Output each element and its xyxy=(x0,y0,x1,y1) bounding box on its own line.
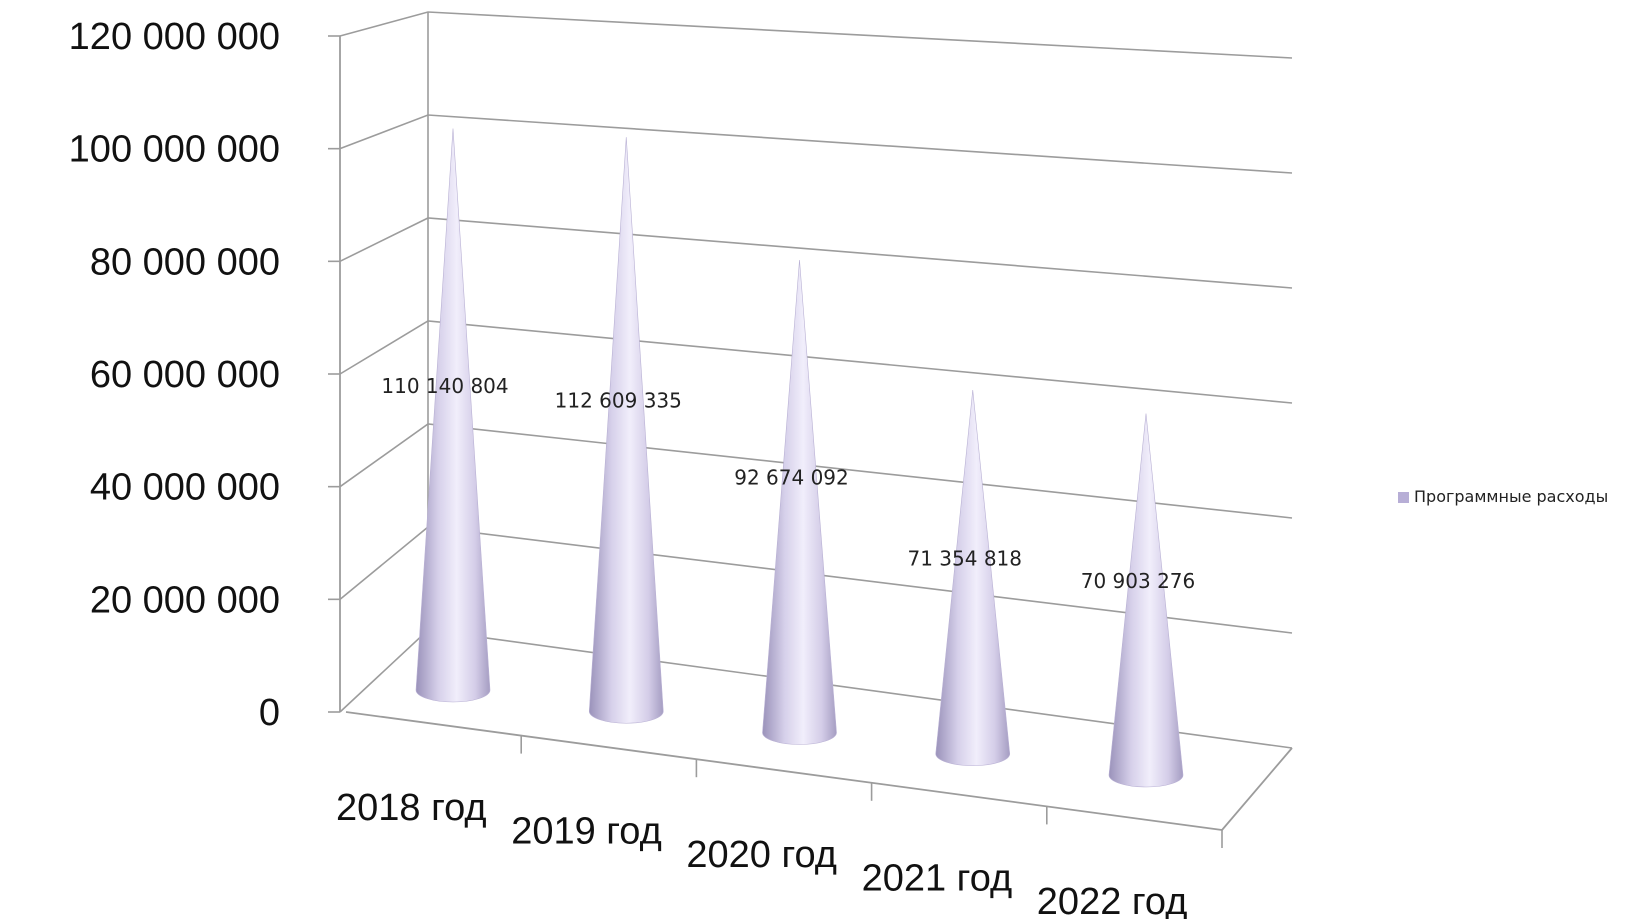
cone-mark xyxy=(935,389,1011,767)
y-tick-label: 80 000 000 xyxy=(90,241,280,283)
data-labels: 110 140 804 112 609 335 92 674 092 71 354 8… xyxy=(381,374,1195,593)
data-label: 112 609 335 xyxy=(555,388,682,412)
y-tick-label: 100 000 000 xyxy=(69,129,280,171)
gridline xyxy=(339,217,1293,289)
gridline xyxy=(339,114,1293,174)
cone-body xyxy=(588,137,664,724)
y-tick-label: 20 000 000 xyxy=(90,579,280,621)
data-label: 92 674 092 xyxy=(734,466,849,490)
data-label: 71 354 818 xyxy=(907,547,1022,571)
legend-swatch xyxy=(1398,492,1409,503)
cone-body xyxy=(762,260,837,745)
y-axis-tick-labels: 0 20 000 000 40 000 000 60 000 000 80 000 00… xyxy=(69,16,280,734)
x-tick-label: 2020 год xyxy=(686,834,837,876)
legend-label: Программные расходы xyxy=(1414,487,1608,506)
x-tick-label: 2021 год xyxy=(862,858,1013,900)
cone-mark xyxy=(415,128,491,703)
cone-mark xyxy=(762,260,837,745)
chart-axes xyxy=(328,12,1293,848)
y-tick-label: 40 000 000 xyxy=(90,467,280,509)
y-tick-label: 120 000 000 xyxy=(69,16,280,58)
gridline xyxy=(339,11,1293,59)
legend: Программные расходы xyxy=(1398,487,1608,506)
x-tick-label: 2019 год xyxy=(511,810,662,852)
floor-right-edge xyxy=(1221,747,1293,831)
cone-body xyxy=(1108,413,1184,788)
data-label: 70 903 276 xyxy=(1081,569,1196,593)
x-tick-label: 2018 год xyxy=(336,787,487,829)
y-tick-label: 60 000 000 xyxy=(90,354,280,396)
x-tick-label: 2022 год xyxy=(1037,881,1188,919)
cone-mark xyxy=(1108,413,1184,788)
cone-mark xyxy=(588,137,664,724)
y-tick-label: 0 xyxy=(259,692,280,734)
x-axis-line xyxy=(345,711,1223,831)
cone-body xyxy=(415,128,491,703)
data-label: 110 140 804 xyxy=(381,374,508,398)
cone-series xyxy=(415,128,1184,788)
cone-body xyxy=(935,389,1011,767)
x-axis-tick-labels: 2018 год 2019 год 2020 год 2021 год 2022 год xyxy=(336,787,1187,919)
